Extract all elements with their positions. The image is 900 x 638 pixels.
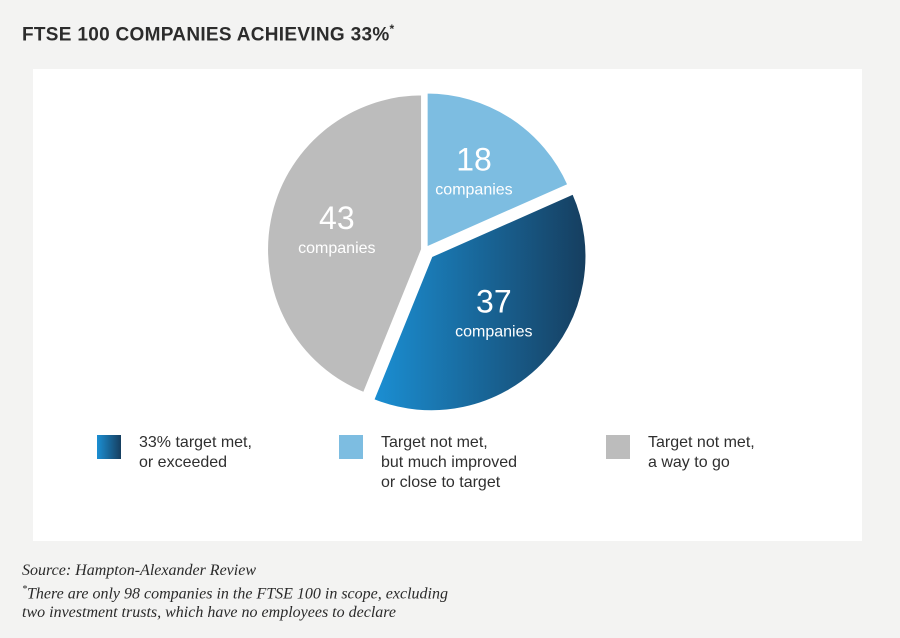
slice-close-to-target-value: 18 xyxy=(456,142,492,178)
slice-way-to-go-value: 43 xyxy=(319,200,355,236)
slice-close-to-target xyxy=(425,91,570,250)
legend-target-met-swatch xyxy=(97,435,121,459)
slice-close-to-target-label: companies xyxy=(435,182,512,199)
slice-way-to-go xyxy=(266,93,424,395)
slice-target-met-label: companies xyxy=(455,324,532,341)
legend-way-to-go-text: Target not met, a way to go xyxy=(648,434,755,471)
slice-target-met xyxy=(371,192,588,413)
chart-panel: 18 companies 37 companies 43 companies 33% ta… xyxy=(33,69,862,541)
footnote-line-2: two investment trusts, which have no emp… xyxy=(22,604,396,622)
legend-close-to-target: Target not met, but much improved or clo… xyxy=(339,433,517,493)
chart-title-text: FTSE 100 COMPANIES ACHIEVING 33% xyxy=(22,24,390,46)
source-text: Source: Hampton-Alexander Review xyxy=(22,562,256,579)
pie-chart: 18 companies 37 companies 43 companies xyxy=(266,91,588,413)
legend-target-met-text: 33% target met, or exceeded xyxy=(139,434,252,471)
legend-way-to-go-swatch xyxy=(606,435,630,459)
legend: 33% target met, or exceeded Target not me… xyxy=(33,433,862,533)
legend-way-to-go: Target not met, a way to go xyxy=(606,433,755,473)
slice-target-met-value: 37 xyxy=(476,284,512,320)
title-asterisk: * xyxy=(389,22,395,36)
legend-close-to-target-swatch xyxy=(339,435,363,459)
chart-title: FTSE 100 COMPANIES ACHIEVING 33%* xyxy=(22,22,395,46)
slice-way-to-go-label: companies xyxy=(298,240,375,257)
footnote-asterisk: * xyxy=(22,584,27,595)
legend-close-to-target-text: Target not met, but much improved or clo… xyxy=(381,434,518,491)
footnote-text-1: There are only 98 companies in the FTSE … xyxy=(27,585,448,603)
legend-target-met: 33% target met, or exceeded xyxy=(97,433,252,473)
footnote: Source: Hampton-Alexander Review *There … xyxy=(22,561,448,622)
footnote-line-1: *There are only 98 companies in the FTSE… xyxy=(22,580,448,603)
